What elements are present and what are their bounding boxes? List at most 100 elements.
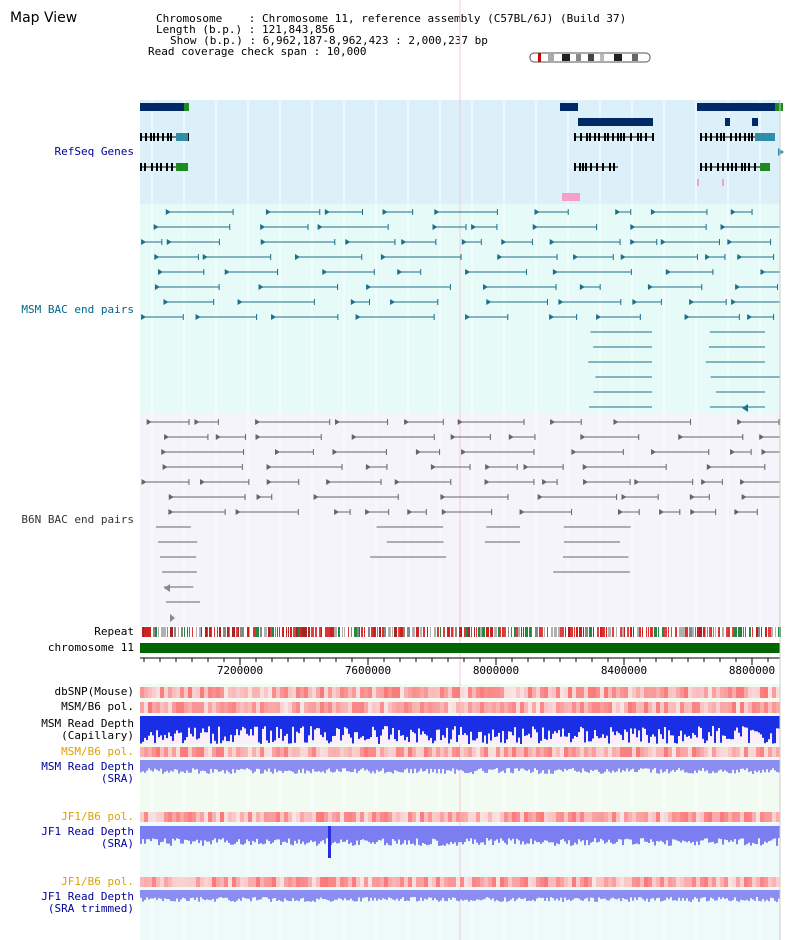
jf1-trimmed-depth-bar (336, 890, 338, 900)
msm-b6-pol-heat-cell (364, 702, 368, 713)
msm-b6-pol-heat-cell (472, 702, 476, 713)
msm-sra-depth-bar (208, 760, 210, 774)
b6n-bac-pair-end (519, 509, 525, 515)
jf1-trimmed-depth-bar (628, 890, 630, 902)
repeat-element (606, 627, 607, 637)
jf1-trimmed-depth-bar (246, 890, 248, 899)
jf1-trimmed-depth-bar (710, 890, 712, 898)
jf1-sra-depth-bar (720, 826, 722, 840)
jf1-b6-pol-2-heat-cell (448, 877, 452, 887)
msm-bac-track-label[interactable]: MSM BAC end pairs (21, 303, 134, 316)
msm-b6-pol-sra-heat-cell (208, 747, 212, 757)
jf1-b6-pol-heat-cell (188, 812, 192, 822)
msm-capillary-depth-bar (446, 716, 448, 728)
jf1-trimmed-depth-bar (308, 890, 310, 902)
jf1-b6-pol-heat-cell (192, 812, 196, 822)
dbsnp-heat-cell (264, 687, 268, 698)
msm-capillary-depth-bar (728, 716, 730, 739)
msm-b6-pol-sra-heat-cell (692, 747, 696, 757)
jf1-sra-depth-bar (250, 826, 252, 845)
jf1-sra-depth-bar (146, 826, 148, 840)
msm-sra-depth-bar (304, 760, 306, 774)
msm-b6-pol-sra-heat-cell (468, 747, 472, 757)
jf1-sra-depth-bar (400, 826, 402, 845)
msm-b6-pol-heat-cell (492, 702, 496, 713)
msm-depth-sra-label[interactable]: MSM Read Depth (41, 760, 134, 773)
repeat-element (142, 627, 145, 637)
msm-capillary-depth-bar (730, 716, 732, 740)
msm-b6-pol-sra-heat-cell (328, 747, 332, 757)
msm-b6-pol-heat-cell (252, 702, 256, 713)
msm-capillary-depth-bar (550, 716, 552, 739)
jf1-sra-depth-bar (416, 826, 418, 839)
msm-sra-depth-bar (516, 760, 518, 769)
msm-capillary-depth-bar (264, 716, 266, 727)
refseq-gene-exon (612, 133, 614, 141)
jf1-sra-depth-bar (488, 826, 490, 841)
chromosome-track-label[interactable]: chromosome 11 (47, 641, 134, 654)
dbsnp-heat-cell (260, 687, 264, 698)
msm-sra-depth-bar (334, 760, 336, 772)
msm-bac-pair-end (497, 254, 503, 260)
jf1-b6-pol-label[interactable]: JF1/B6 pol. (61, 810, 134, 823)
jf1-sra-depth-bar (208, 826, 210, 842)
msm-b6-pol-track-label[interactable]: MSM/B6 pol. (61, 700, 134, 713)
jf1-trimmed-depth-bar (194, 890, 196, 900)
jf1-sra-depth-bar (438, 826, 440, 846)
jf1-sra-depth-bar (446, 826, 448, 844)
msm-b6-pol-sra-label[interactable]: MSM/B6 pol. (61, 745, 134, 758)
msm-sra-depth-bar (532, 760, 534, 772)
jf1-b6-pol-heat-cell (388, 812, 392, 822)
jf1-sra-depth-bar (674, 826, 676, 840)
msm-sra-depth-bar (662, 760, 664, 773)
jf1-sra-depth-bar (338, 826, 340, 844)
msm-sra-depth-bar (618, 760, 620, 769)
jf1-depth-trimmed-label[interactable]: JF1 Read Depth (41, 890, 134, 903)
dbsnp-heat-cell (428, 687, 432, 698)
msm-capillary-depth-bar (302, 716, 304, 727)
jf1-b6-pol-heat-cell (420, 812, 424, 822)
msm-depth-capillary-label[interactable]: MSM Read Depth (41, 717, 134, 730)
dbsnp-heat-cell (144, 687, 148, 698)
jf1-sra-depth-bar (216, 826, 218, 843)
b6n-bac-pair-end (168, 494, 174, 500)
jf1-b6-pol-2-heat-cell (480, 877, 484, 887)
jf1-trimmed-depth-bar (516, 890, 518, 900)
jf1-trimmed-depth-bar (500, 890, 502, 902)
msm-capillary-depth-bar (590, 716, 592, 742)
jf1-trimmed-depth-bar (438, 890, 440, 902)
jf1-b6-pol-2-heat-cell (756, 877, 760, 887)
msm-b6-pol-heat-cell (768, 702, 772, 713)
msm-capillary-depth-bar (598, 716, 600, 739)
msm-capillary-depth-bar (634, 716, 636, 729)
jf1-b6-pol-heat-cell (240, 812, 244, 822)
jf1-sra-depth-bar (646, 826, 648, 842)
msm-capillary-depth-bar (322, 716, 324, 738)
msm-sra-depth-bar (512, 760, 514, 774)
jf1-sra-depth-bar (654, 826, 656, 846)
repeat-track-label[interactable]: Repeat (94, 625, 134, 638)
b6n-bac-pair-end (485, 464, 491, 470)
msm-b6-pol-sra-heat-cell (276, 747, 280, 757)
b6n-bac-track-label[interactable]: B6N BAC end pairs (21, 513, 134, 526)
jf1-sra-depth-bar (200, 826, 202, 841)
msm-sra-depth-bar (202, 760, 204, 771)
jf1-depth-sra-label[interactable]: JF1 Read Depth (41, 825, 134, 838)
jf1-trimmed-depth-bar (400, 890, 402, 899)
dbsnp-track-label[interactable]: dbSNP(Mouse) (54, 685, 134, 698)
jf1-b6-pol-2-label[interactable]: JF1/B6 pol. (61, 875, 134, 888)
dbsnp-heat-cell (460, 687, 464, 698)
msm-b6-pol-heat-cell (460, 702, 464, 713)
jf1-trimmed-depth-bar (236, 890, 238, 901)
jf1-b6-pol-2-heat-cell (768, 877, 772, 887)
jf1-sra-depth-bar (298, 826, 300, 840)
msm-sra-depth-bar (240, 760, 242, 769)
msm-sra-depth-bar (492, 760, 494, 770)
jf1-trimmed-depth-bar (760, 890, 762, 902)
jf1-b6-pol-heat-cell (772, 812, 776, 822)
msm-capillary-depth-bar (740, 716, 742, 737)
msm-b6-pol-heat-cell (704, 702, 708, 713)
dbsnp-heat-cell (692, 687, 696, 698)
refseq-track-label[interactable]: RefSeq Genes (54, 145, 134, 158)
